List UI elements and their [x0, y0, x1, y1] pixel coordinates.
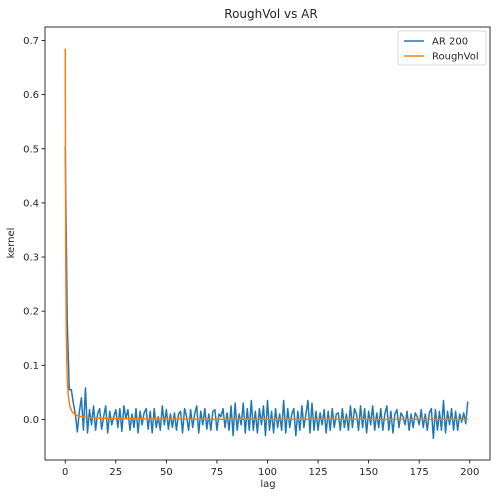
y-tick-label: 0.7 [23, 36, 39, 47]
x-tick-label: 125 [309, 467, 328, 478]
y-tick-label: 0.1 [23, 361, 39, 372]
x-tick-label: 100 [258, 467, 277, 478]
y-tick-label: 0.5 [23, 144, 39, 155]
x-tick-label: 50 [160, 467, 173, 478]
series-line-ar-200 [64, 146, 469, 440]
legend-label: RoughVol [432, 52, 479, 63]
legend: AR 200 RoughVol [397, 30, 487, 66]
y-tick-label: 0.0 [23, 415, 39, 426]
x-tick-label: 150 [359, 467, 378, 478]
series-line-roughvol [64, 48, 468, 421]
y-tick-label: 0.3 [23, 253, 39, 264]
legend-label: AR 200 [432, 37, 468, 48]
x-tick-label: 0 [62, 467, 68, 478]
x-axis-ticks: 0 25 50 75 100 125 150 175 200 [62, 460, 479, 478]
x-tick-label: 75 [211, 467, 224, 478]
y-axis-ticks: 0.0 0.1 0.2 0.3 0.4 0.5 0.6 0.7 [23, 36, 45, 426]
y-tick-label: 0.4 [23, 198, 39, 209]
chart-title: RoughVol vs AR [224, 7, 317, 21]
x-tick-label: 200 [460, 467, 479, 478]
x-tick-label: 25 [109, 467, 122, 478]
plot-area [64, 48, 469, 440]
y-tick-label: 0.6 [23, 90, 39, 101]
x-tick-label: 175 [410, 467, 429, 478]
y-tick-label: 0.2 [23, 307, 39, 318]
x-axis-label: lag [260, 479, 275, 490]
y-axis-label: kernel [6, 228, 17, 259]
